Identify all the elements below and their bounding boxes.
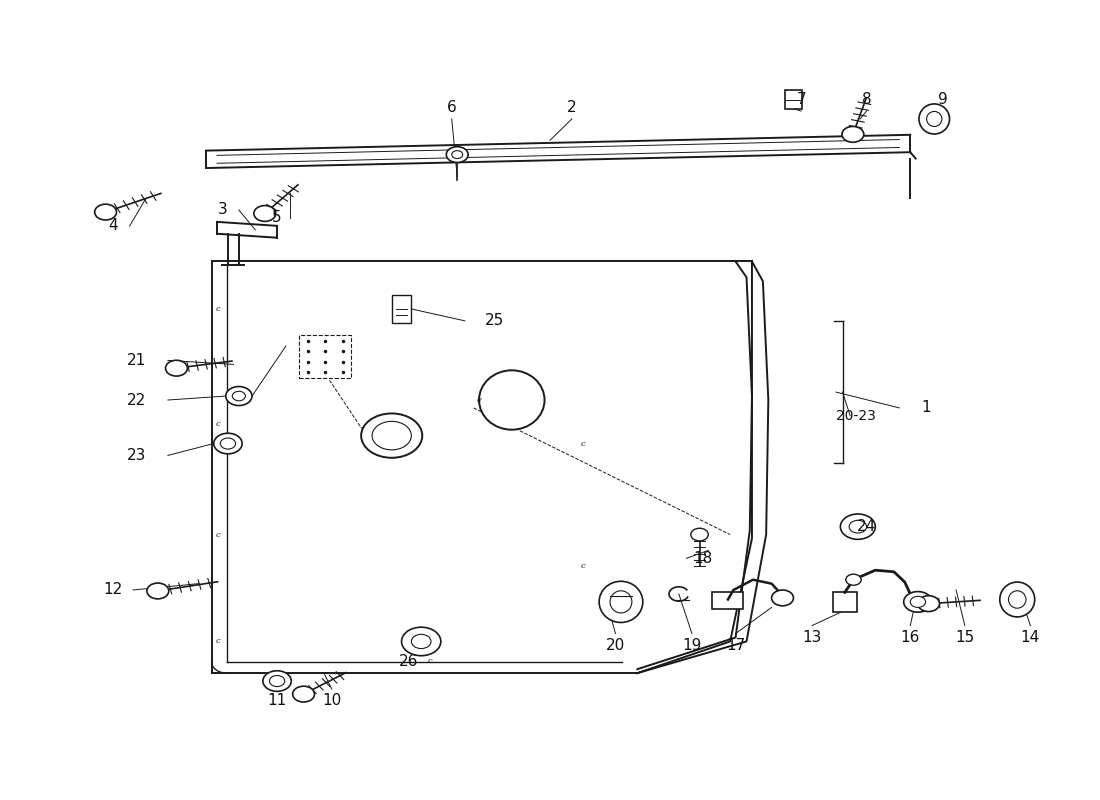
- Circle shape: [232, 391, 245, 401]
- Text: 8: 8: [861, 92, 871, 106]
- Circle shape: [452, 150, 463, 158]
- Text: 17: 17: [726, 638, 745, 653]
- Text: e: e: [476, 396, 482, 404]
- Text: c: c: [216, 530, 220, 538]
- Circle shape: [691, 528, 708, 541]
- Circle shape: [147, 583, 168, 599]
- Text: 1: 1: [921, 401, 931, 415]
- Text: 11: 11: [267, 694, 287, 708]
- Text: 7: 7: [796, 92, 806, 106]
- Text: 13: 13: [802, 630, 822, 645]
- Text: 5: 5: [273, 210, 282, 226]
- Circle shape: [293, 686, 315, 702]
- Circle shape: [220, 438, 235, 449]
- FancyBboxPatch shape: [392, 294, 411, 323]
- Circle shape: [372, 422, 411, 450]
- Text: 12: 12: [103, 582, 123, 598]
- Ellipse shape: [600, 582, 642, 622]
- Circle shape: [840, 514, 876, 539]
- Circle shape: [165, 360, 187, 376]
- Text: 4: 4: [109, 218, 118, 234]
- Text: 16: 16: [901, 630, 920, 645]
- Text: 19: 19: [682, 638, 702, 653]
- Circle shape: [270, 675, 285, 686]
- Text: 18: 18: [693, 551, 713, 566]
- Text: 2: 2: [566, 99, 576, 114]
- Circle shape: [842, 126, 864, 142]
- Ellipse shape: [1000, 582, 1035, 617]
- FancyBboxPatch shape: [299, 334, 351, 378]
- Circle shape: [95, 204, 117, 220]
- Ellipse shape: [926, 111, 942, 126]
- Text: c: c: [581, 562, 585, 570]
- FancyBboxPatch shape: [833, 591, 857, 612]
- Text: 23: 23: [126, 448, 146, 463]
- FancyBboxPatch shape: [712, 591, 744, 609]
- Circle shape: [771, 590, 793, 606]
- Text: 26: 26: [398, 654, 418, 669]
- Text: 3: 3: [218, 202, 228, 218]
- Text: 6: 6: [447, 99, 456, 114]
- Text: c: c: [428, 658, 432, 666]
- Circle shape: [910, 596, 925, 607]
- Text: 14: 14: [1021, 630, 1040, 645]
- Text: 24: 24: [857, 519, 877, 534]
- Circle shape: [411, 634, 431, 649]
- Circle shape: [254, 206, 276, 222]
- Text: c: c: [216, 420, 220, 428]
- Circle shape: [361, 414, 422, 458]
- Text: 10: 10: [322, 694, 341, 708]
- Text: 20: 20: [606, 638, 625, 653]
- Text: 22: 22: [126, 393, 146, 407]
- Circle shape: [849, 520, 867, 533]
- Circle shape: [263, 670, 292, 691]
- Circle shape: [213, 434, 242, 454]
- Text: 25: 25: [484, 314, 504, 328]
- Text: 9: 9: [938, 92, 948, 106]
- Text: c: c: [216, 305, 220, 313]
- Circle shape: [846, 574, 861, 586]
- FancyBboxPatch shape: [784, 90, 802, 110]
- Ellipse shape: [610, 590, 631, 613]
- Text: 15: 15: [955, 630, 975, 645]
- Text: c: c: [581, 439, 585, 447]
- Circle shape: [917, 596, 939, 611]
- Text: 21: 21: [126, 353, 146, 368]
- Circle shape: [402, 627, 441, 656]
- Text: 20-23: 20-23: [836, 409, 876, 423]
- Circle shape: [447, 146, 469, 162]
- Ellipse shape: [478, 370, 544, 430]
- Ellipse shape: [918, 104, 949, 134]
- Text: c: c: [216, 638, 220, 646]
- Ellipse shape: [1009, 590, 1026, 608]
- Circle shape: [904, 591, 932, 612]
- Circle shape: [226, 386, 252, 406]
